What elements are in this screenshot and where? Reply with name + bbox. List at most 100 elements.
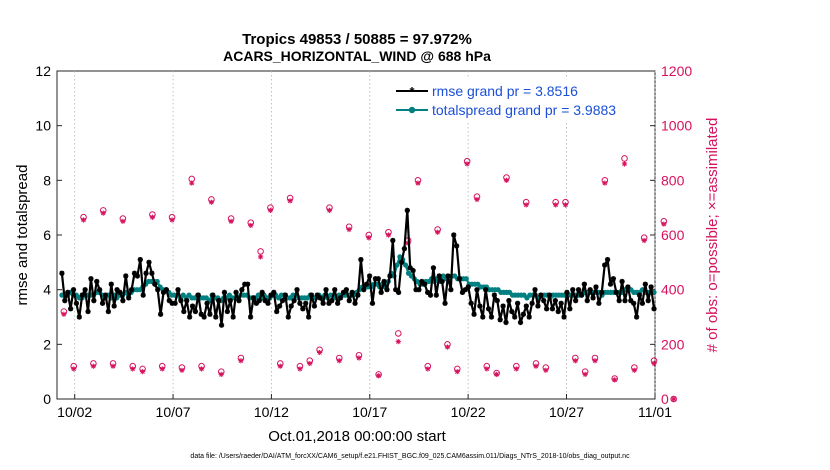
rmse-point (227, 298, 233, 304)
rmse-point (184, 298, 190, 304)
obs-assimilated-marker (444, 344, 451, 350)
rmse-point (616, 298, 622, 304)
y-tick-label: 12 (35, 63, 51, 79)
rmse-point (314, 292, 320, 298)
rmse-point (404, 207, 410, 213)
rmse-point (274, 308, 280, 315)
rmse-point (210, 292, 216, 298)
rmse-point (340, 289, 347, 295)
rmse-point (355, 292, 361, 298)
rmse-point (323, 287, 329, 293)
rmse-point (445, 273, 451, 279)
obs-assimilated-marker (277, 363, 283, 369)
obs-assimilated-marker (376, 373, 382, 379)
rmse-point (143, 270, 149, 276)
rmse-point (137, 257, 143, 263)
obs-assimilated-marker (267, 207, 274, 213)
obs-assimilated-marker (641, 237, 647, 244)
rmse-point (247, 314, 254, 320)
obs-assimilated-marker (346, 226, 352, 233)
rmse-point (166, 298, 172, 304)
y-tick-label: 8 (43, 172, 51, 188)
rmse-point (491, 292, 497, 298)
rmse-point (242, 281, 248, 287)
rmse-point (645, 298, 651, 304)
rmse-point (268, 292, 274, 298)
obs-assimilated-marker (218, 371, 224, 377)
y2-tick-label: 0 (661, 391, 669, 407)
x-axis-label: Oct.01,2018 00:00:00 start (268, 428, 446, 445)
legend-spread-marker (408, 106, 416, 114)
x-tick-label: 10/07 (156, 404, 191, 420)
obs-assimilated-marker (513, 366, 519, 372)
rmse-point (610, 276, 616, 282)
y2-tick-label: 800 (661, 172, 685, 188)
rmse-point (358, 257, 364, 263)
rmse-point (555, 308, 561, 315)
rmse-point (172, 300, 178, 306)
totalspread-point (394, 262, 400, 268)
obs-assimilated-marker (139, 369, 146, 375)
rmse-point (224, 308, 230, 315)
obs-assimilated-marker (287, 198, 293, 204)
rmse-point (230, 314, 236, 320)
obs-assimilated-marker (464, 161, 470, 167)
rmse-point (146, 259, 152, 265)
rmse-point (549, 306, 556, 312)
rmse-point (131, 270, 138, 276)
chart-title: Tropics 49853 / 50885 = 97.972% (242, 31, 472, 48)
rmse-point (544, 306, 550, 312)
rmse-point (291, 298, 297, 304)
rmse-point (471, 311, 477, 317)
rmse-point (76, 314, 82, 320)
rmse-point (390, 237, 396, 244)
obs-assimilated-marker (631, 367, 637, 373)
rmse-point (651, 306, 657, 312)
rmse-point (140, 292, 146, 298)
obs-assimilated-marker (80, 217, 87, 223)
rmse-point (163, 287, 170, 293)
rmse-point (433, 292, 439, 298)
obs-assimilated-marker (494, 371, 500, 377)
obs-assimilated-marker (149, 214, 156, 220)
rmse-point (250, 295, 257, 301)
rmse-point (343, 287, 349, 293)
rmse-point (120, 298, 126, 304)
y-tick-label: 6 (43, 227, 51, 243)
obs-assimilated-marker (130, 366, 136, 372)
rmse-point (602, 262, 608, 268)
obs-count-markers (60, 155, 677, 403)
rmse-point (465, 284, 471, 290)
obs-assimilated-marker (61, 311, 67, 317)
axes: 10/02 10/07 10/12 10/17 10/22 10/27 11/0102468… (35, 63, 692, 420)
rmse-point (265, 300, 271, 306)
obs-assimilated-marker (336, 358, 342, 364)
rmse-point (128, 287, 135, 293)
x-tick-label: 10/27 (549, 404, 584, 420)
rmse-point (285, 314, 291, 320)
legend-rmse-label: rmse grand pr = 3.8516 (432, 83, 578, 99)
rmse-point (587, 287, 593, 293)
rmse-point (541, 298, 547, 304)
rmse-point (70, 287, 77, 293)
rmse-point (349, 289, 355, 295)
y2-tick-label: 1200 (661, 63, 692, 79)
rmse-point (575, 287, 582, 293)
rmse-point (297, 300, 303, 306)
plot-area (56, 70, 656, 400)
rmse-point (346, 298, 352, 304)
rmse-point (102, 292, 109, 298)
y-axis-label: rmse and totalspread (14, 165, 31, 306)
obs-assimilated-marker (553, 202, 559, 208)
obs-assimilated-marker (602, 180, 608, 186)
rmse-point (123, 273, 129, 279)
rmse-point (175, 287, 181, 293)
obs-assimilated-marker (179, 367, 185, 373)
rmse-point (221, 289, 228, 295)
rmse-point (245, 281, 251, 287)
rmse-point (337, 295, 344, 301)
obs-assimilated-marker (356, 355, 362, 361)
rmse-point (578, 292, 585, 298)
y-tick-label: 10 (35, 118, 51, 134)
